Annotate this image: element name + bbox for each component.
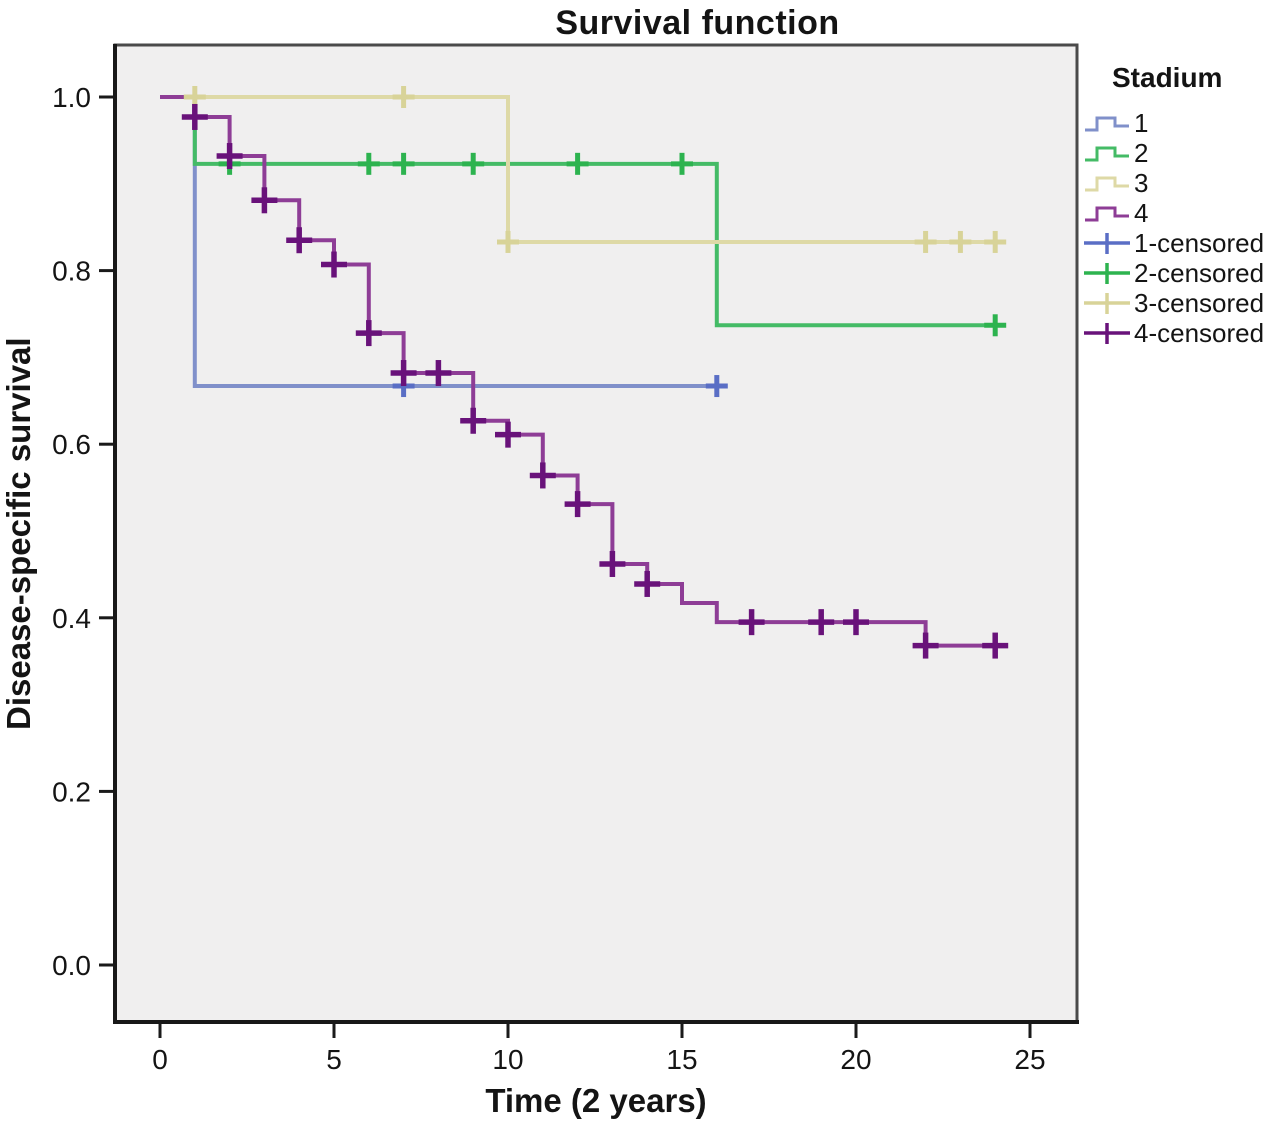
chart-title: Survival function	[555, 4, 840, 42]
legend-item-3-censored: 3-censored	[1084, 288, 1280, 318]
legend-censor-plus-swatch-3	[1084, 293, 1130, 314]
x-tick-label: 10	[492, 1044, 523, 1075]
legend-item-label: 4-censored	[1134, 317, 1265, 348]
legend-item-label: 3	[1134, 167, 1149, 198]
legend-item-3: 3	[1084, 168, 1280, 198]
legend-item-2: 2	[1084, 138, 1280, 168]
axis-ticks: 0 5 10 15 20 25 1.0 0.8 0.6 0.4 0.2 0.0	[52, 82, 1046, 1075]
y-tick-label: 1.0	[52, 82, 91, 113]
legend-step-line-swatch-3	[1085, 176, 1129, 192]
legend-item-4-censored: 4-censored	[1084, 318, 1280, 348]
y-tick-label: 0.0	[52, 950, 91, 981]
legend-item-4: 4	[1084, 198, 1280, 228]
plot-area	[115, 45, 1077, 1022]
y-tick-label: 0.6	[52, 429, 91, 460]
y-tick-label: 0.4	[52, 603, 91, 634]
legend-item-label: 1-censored	[1134, 227, 1265, 258]
x-tick-label: 20	[840, 1044, 871, 1075]
legend-censor-plus-swatch-2	[1084, 263, 1130, 284]
legend-item-label: 4	[1134, 197, 1149, 228]
legend-item-label: 2-censored	[1134, 257, 1265, 288]
series-3-censor-marks	[183, 86, 1007, 253]
series-4-line	[160, 95, 996, 648]
legend-item-label: 2	[1134, 137, 1149, 168]
series-1-censor-marks	[392, 375, 728, 398]
x-axis-label: Time (2 years)	[485, 1082, 707, 1119]
x-tick-label: 0	[152, 1044, 168, 1075]
legend-item-label: 1	[1134, 107, 1149, 138]
legend-item-1: 1	[1084, 108, 1280, 138]
series-4-censor-marks	[181, 103, 1009, 659]
legend-items: 1 2 3 4 1-censored 2-censored 3-censored 4-cens…	[1084, 108, 1280, 348]
legend: Stadium 1 2 3 4 1-censored 2-censored 3-censor…	[1084, 62, 1280, 348]
legend-step-line-swatch-2	[1085, 146, 1129, 162]
x-tick-label: 15	[666, 1044, 697, 1075]
legend-item-1-censored: 1-censored	[1084, 228, 1280, 258]
x-tick-label: 5	[326, 1044, 342, 1075]
legend-censor-plus-swatch-4	[1084, 323, 1130, 344]
legend-item-label: 3-censored	[1134, 287, 1265, 318]
legend-item-2-censored: 2-censored	[1084, 258, 1280, 288]
x-tick-label: 25	[1014, 1044, 1045, 1075]
y-tick-label: 0.8	[52, 256, 91, 287]
series-3-line	[160, 95, 996, 244]
legend-step-line-swatch-4	[1085, 206, 1129, 222]
legend-title: Stadium	[1112, 62, 1223, 93]
legend-step-line-swatch-1	[1085, 116, 1129, 132]
y-tick-label: 0.2	[52, 776, 91, 807]
legend-censor-plus-swatch-1	[1084, 233, 1130, 254]
